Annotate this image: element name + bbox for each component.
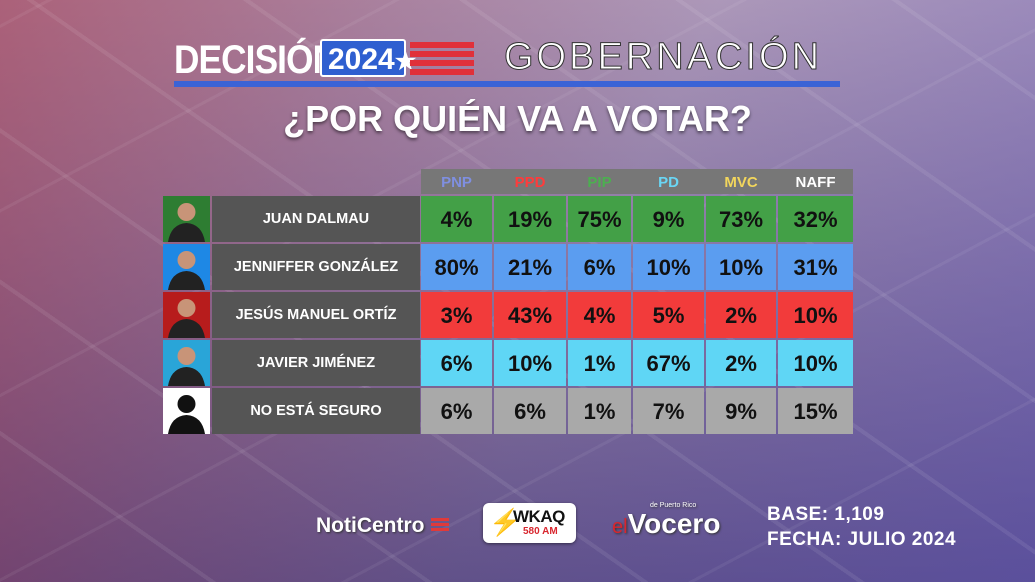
base-label: BASE: 1,109	[767, 504, 885, 525]
noticentro-bars-icon	[431, 518, 449, 536]
candidate-name: JENNIFFER GONZÁLEZ	[212, 244, 420, 290]
column-header-pnp: PNP	[441, 174, 472, 191]
value-cell: 1%	[568, 388, 631, 434]
value-cell: 9%	[706, 388, 776, 434]
column-header-naff: NAFF	[795, 174, 836, 191]
candidate-name: NO ESTÁ SEGURO	[212, 388, 420, 434]
table-row: JENNIFFER GONZÁLEZ 80% 21% 6% 10% 10% 31%	[163, 244, 853, 290]
brand-title: DECISIÓN	[174, 38, 338, 82]
table-row: JESÚS MANUEL ORTÍZ 3% 43% 4% 5% 2% 10%	[163, 292, 853, 338]
value-cell: 5%	[633, 292, 704, 338]
value-cell: 15%	[778, 388, 853, 434]
value-cell: 4%	[568, 292, 631, 338]
subject-title: GOBERNACIÓN	[503, 36, 823, 79]
value-cell: 1%	[568, 340, 631, 386]
column-header-pip: PIP	[587, 174, 612, 191]
value-cell: 43%	[494, 292, 566, 338]
table-row: JUAN DALMAU 4% 19% 75% 9% 73% 32%	[163, 196, 853, 242]
vocero-prefix: el	[612, 516, 628, 538]
value-cell: 9%	[633, 196, 704, 242]
column-header-row: PNP PPD PIP PD MVC NAFF	[421, 169, 853, 194]
value-cell: 2%	[706, 292, 776, 338]
value-cell: 2%	[706, 340, 776, 386]
vocero-name: Vocero	[627, 508, 721, 539]
wkaq-frequency: 580 AM	[523, 526, 558, 537]
value-cell: 10%	[633, 244, 704, 290]
year-text: 2024	[328, 43, 395, 76]
candidate-name: JESÚS MANUEL ORTÍZ	[212, 292, 420, 338]
value-cell: 6%	[421, 340, 492, 386]
value-cell: 6%	[568, 244, 631, 290]
value-cell: 10%	[494, 340, 566, 386]
value-cell: 6%	[421, 388, 492, 434]
silhouette-avatar	[163, 388, 210, 434]
value-cell: 73%	[706, 196, 776, 242]
value-cell: 3%	[421, 292, 492, 338]
value-cell: 75%	[568, 196, 631, 242]
noticentro-logo: NotiCentro	[316, 514, 425, 537]
wkaq-logo: ⚡ WKAQ 580 AM	[483, 503, 576, 543]
year-badge: 2024★	[320, 39, 416, 77]
date-label: FECHA: JULIO 2024	[767, 529, 957, 550]
question-title: ¿POR QUIÉN VA A VOTAR?	[283, 98, 752, 139]
header: DECISIÓN 2024★ GOBERNACIÓN	[174, 36, 840, 90]
value-cell: 4%	[421, 196, 492, 242]
value-cell: 10%	[706, 244, 776, 290]
value-cell: 67%	[633, 340, 704, 386]
candidate-photo	[163, 292, 210, 338]
value-cell: 80%	[421, 244, 492, 290]
value-cell: 10%	[778, 292, 853, 338]
value-cell: 32%	[778, 196, 853, 242]
column-header-pd: PD	[658, 174, 679, 191]
candidate-name: JUAN DALMAU	[212, 196, 420, 242]
column-header-ppd: PPD	[514, 174, 546, 191]
value-cell: 31%	[778, 244, 853, 290]
vocero-note: de Puerto Rico	[650, 502, 697, 509]
candidate-photo	[163, 244, 210, 290]
candidate-name: JAVIER JIMÉNEZ	[212, 340, 420, 386]
value-cell: 10%	[778, 340, 853, 386]
lightning-icon: ⚡	[489, 507, 522, 537]
wkaq-call: WKAQ	[513, 507, 565, 526]
value-cell: 6%	[494, 388, 566, 434]
header-rule	[174, 81, 840, 87]
value-cell: 21%	[494, 244, 566, 290]
column-header-mvc: MVC	[724, 174, 758, 191]
table-row: JAVIER JIMÉNEZ 6% 10% 1% 67% 2% 10%	[163, 340, 853, 386]
value-cell: 7%	[633, 388, 704, 434]
vocero-logo: elVocero de Puerto Rico	[612, 502, 721, 540]
candidate-photo	[163, 196, 210, 242]
value-cell: 19%	[494, 196, 566, 242]
table-row: NO ESTÁ SEGURO 6% 6% 1% 7% 9% 15%	[163, 388, 853, 434]
flag-stripes-icon	[410, 42, 474, 76]
candidate-photo	[163, 340, 210, 386]
